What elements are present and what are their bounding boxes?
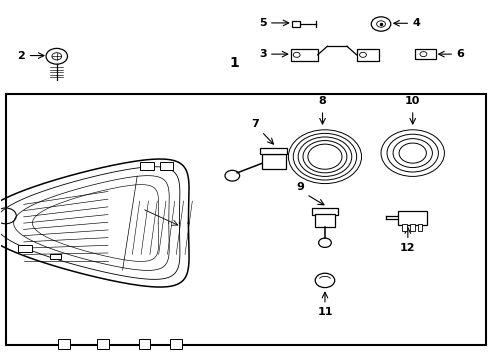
Bar bbox=[414, 49, 435, 59]
Text: 12: 12 bbox=[399, 243, 415, 253]
Text: 11: 11 bbox=[317, 307, 332, 317]
Bar bbox=[140, 162, 154, 170]
Bar bbox=[97, 338, 109, 348]
Bar bbox=[50, 253, 61, 259]
Bar bbox=[159, 162, 173, 170]
Text: 3: 3 bbox=[258, 49, 266, 59]
Bar bbox=[312, 208, 337, 215]
Bar bbox=[401, 225, 406, 231]
Bar bbox=[139, 338, 150, 348]
Bar bbox=[5, 94, 485, 345]
Bar bbox=[409, 225, 414, 231]
Text: 9: 9 bbox=[296, 182, 304, 192]
Bar bbox=[356, 49, 378, 60]
Bar bbox=[291, 21, 299, 27]
Bar bbox=[260, 148, 287, 154]
Bar bbox=[290, 49, 317, 60]
Bar bbox=[19, 245, 32, 252]
Text: 5: 5 bbox=[258, 18, 266, 28]
Bar bbox=[315, 214, 334, 226]
Bar bbox=[417, 225, 422, 231]
Text: 7: 7 bbox=[251, 119, 259, 129]
Bar bbox=[261, 154, 285, 168]
Bar bbox=[397, 211, 427, 225]
Bar bbox=[58, 338, 70, 348]
Text: 1: 1 bbox=[229, 57, 239, 71]
Bar bbox=[170, 338, 182, 348]
Text: 10: 10 bbox=[404, 96, 420, 107]
Text: 4: 4 bbox=[412, 18, 420, 28]
Text: 2: 2 bbox=[17, 50, 25, 60]
Text: 8: 8 bbox=[318, 96, 325, 107]
Text: 6: 6 bbox=[456, 49, 464, 59]
